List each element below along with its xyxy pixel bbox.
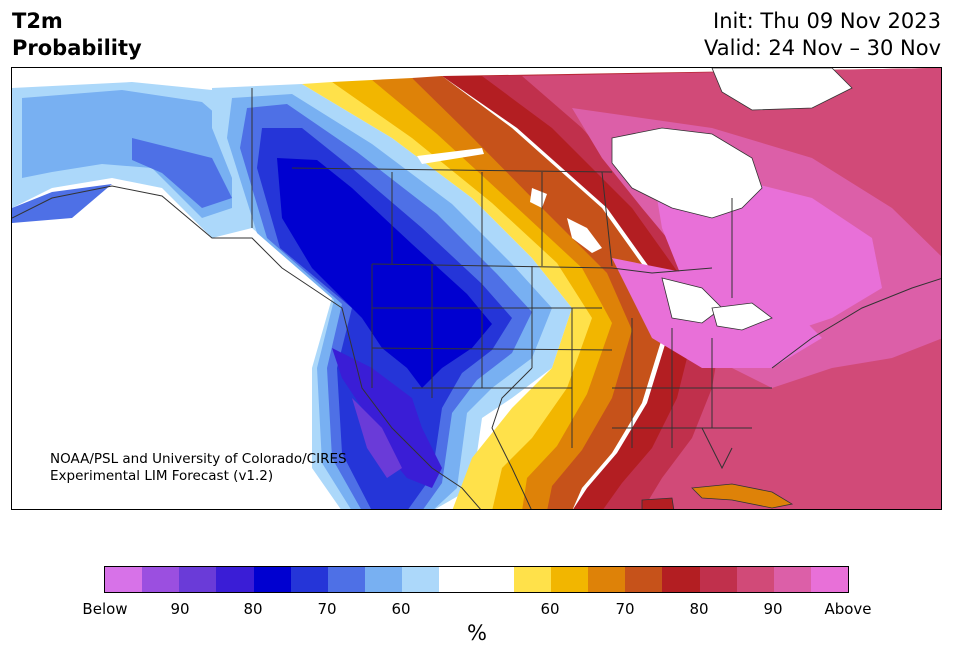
color-legend-swatch — [550, 567, 589, 592]
color-legend-tick-label: 60 — [540, 600, 560, 618]
valid-period: Valid: 24 Nov – 30 Nov — [704, 36, 941, 60]
color-legend-bar — [104, 566, 849, 593]
color-legend-tick-label: 60 — [391, 600, 411, 618]
western-cold-region — [212, 84, 572, 509]
color-legend-swatch — [365, 567, 403, 592]
color-legend-swatch — [253, 567, 291, 592]
init-date: Init: Thu 09 Nov 2023 — [713, 9, 941, 33]
color-legend-swatch — [588, 567, 626, 592]
color-legend-tick-label: Above — [824, 600, 872, 618]
alaska-region — [12, 82, 252, 238]
color-legend-swatch — [476, 567, 514, 592]
color-legend-swatch — [662, 567, 700, 592]
color-legend-tick-label: 80 — [243, 600, 263, 618]
color-legend-tick-label: 90 — [763, 600, 783, 618]
color-legend-tick-label: Below — [82, 600, 128, 618]
color-legend-swatch — [179, 567, 217, 592]
color-legend-swatch — [625, 567, 663, 592]
color-legend-swatch — [290, 567, 328, 592]
credit-line-1: NOAA/PSL and University of Colorado/CIRE… — [50, 451, 347, 467]
credit-line-2: Experimental LIM Forecast (v1.2) — [50, 468, 274, 484]
color-legend-swatch — [402, 567, 440, 592]
color-legend-tick-label: 70 — [317, 600, 337, 618]
probability-map — [12, 68, 941, 509]
title-line-1: T2m — [12, 9, 63, 33]
forecast-map: NOAA/PSL and University of Colorado/CIRE… — [11, 67, 942, 510]
color-legend-tick-label: 70 — [615, 600, 635, 618]
color-legend-swatch — [327, 567, 366, 592]
color-legend-tick-label: 90 — [170, 600, 190, 618]
boundaries — [12, 88, 941, 509]
forecast-dates: Init: Thu 09 Nov 2023 Valid: 24 Nov – 30… — [704, 8, 941, 62]
color-legend-swatch — [142, 567, 180, 592]
title-line-2: Probability — [12, 36, 142, 60]
color-legend-swatch — [439, 567, 477, 592]
water-bodies — [417, 68, 853, 331]
color-legend-tick-label: 80 — [689, 600, 709, 618]
color-legend-swatch — [810, 567, 849, 592]
map-title: T2m Probability — [12, 8, 142, 62]
color-legend-swatch — [699, 567, 737, 592]
color-legend-swatch — [105, 567, 143, 592]
color-legend-swatch — [216, 567, 254, 592]
color-legend-swatch — [513, 567, 551, 592]
cuba — [641, 483, 794, 509]
color-legend-unit: % — [467, 621, 487, 645]
map-credit: NOAA/PSL and University of Colorado/CIRE… — [50, 451, 347, 485]
warm-transition-band — [302, 76, 662, 509]
color-legend-swatch — [773, 567, 811, 592]
color-legend-swatch — [736, 567, 774, 592]
